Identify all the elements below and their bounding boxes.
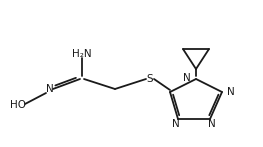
Text: N: N [183, 73, 191, 83]
Text: S: S [147, 74, 153, 84]
Text: N: N [227, 87, 235, 97]
Text: N: N [46, 84, 54, 94]
Text: N: N [208, 119, 216, 129]
Text: H₂N: H₂N [72, 49, 92, 59]
Text: HO: HO [10, 100, 26, 110]
Text: N: N [172, 119, 180, 129]
